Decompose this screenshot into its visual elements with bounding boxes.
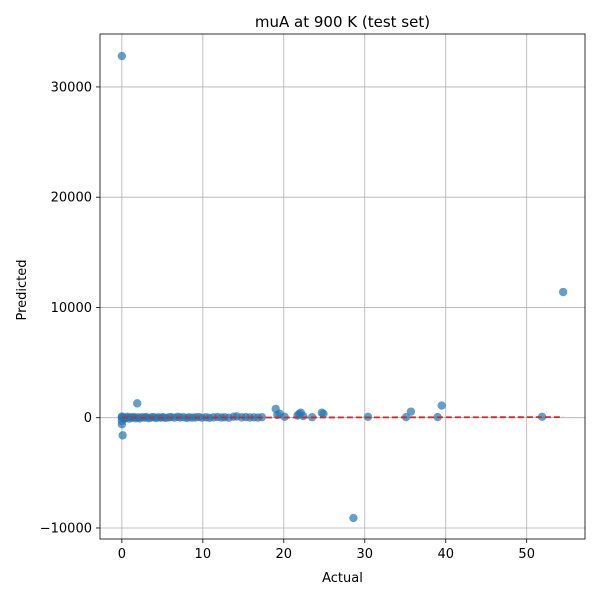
data-point bbox=[406, 407, 416, 416]
data-point bbox=[319, 409, 328, 419]
data-point bbox=[299, 411, 308, 421]
chart-title: muA at 900 K (test set) bbox=[255, 13, 430, 31]
data-point bbox=[349, 513, 358, 523]
y-tick-label: 20000 bbox=[51, 191, 92, 206]
plot-frame bbox=[99, 33, 586, 540]
data-points bbox=[117, 51, 568, 523]
data-point bbox=[117, 51, 127, 61]
data-point bbox=[558, 287, 568, 297]
reference-line bbox=[121, 416, 564, 419]
y-tick-label: 30000 bbox=[51, 80, 92, 95]
x-tick-label: 20 bbox=[276, 547, 293, 562]
x-axis-label: Actual bbox=[322, 571, 363, 586]
x-axis-ticks: 0 10 20 30 40 50 bbox=[118, 539, 535, 562]
y-axis-ticks: −10000 0 10000 20000 30000 bbox=[40, 80, 100, 536]
y-tick-label: −10000 bbox=[40, 521, 92, 536]
y-tick-label: 10000 bbox=[51, 301, 92, 316]
x-tick-label: 0 bbox=[118, 547, 126, 562]
y-tick-label: 0 bbox=[84, 411, 92, 426]
data-point bbox=[133, 399, 142, 408]
x-tick-label: 30 bbox=[356, 547, 373, 562]
x-tick-label: 50 bbox=[518, 547, 535, 562]
x-tick-label: 10 bbox=[195, 547, 212, 562]
data-point bbox=[118, 431, 127, 440]
data-point bbox=[537, 412, 547, 422]
y-axis-label: Predicted bbox=[15, 259, 30, 320]
data-point bbox=[437, 401, 446, 410]
x-tick-label: 40 bbox=[437, 547, 454, 562]
